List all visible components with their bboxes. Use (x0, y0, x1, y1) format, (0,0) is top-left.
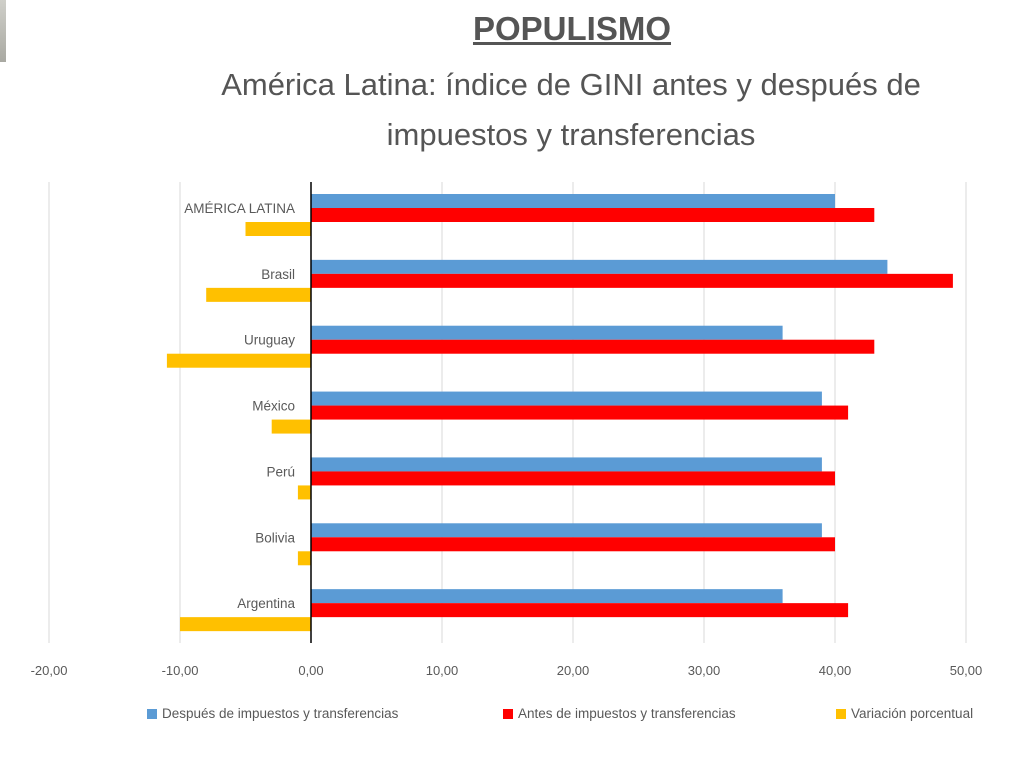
legend-item-despues: Después de impuestos y transferencias (147, 706, 398, 721)
chart-subtitle: América Latina: índice de GINI antes y d… (221, 67, 921, 152)
bar-variacion (166, 353, 311, 368)
x-tick-label: 40,00 (819, 663, 852, 678)
x-tick-label: -10,00 (162, 663, 199, 678)
bar-antes (311, 208, 875, 222)
bar-despues (311, 457, 822, 472)
legend-swatch-despues (147, 708, 157, 719)
x-tick-label: 10,00 (426, 663, 459, 678)
category-label: Perú (266, 464, 295, 479)
x-tick-label: 0,00 (298, 663, 323, 678)
bars (166, 194, 953, 632)
chart-title: POPULISMO (472, 10, 672, 47)
category-label: México (252, 399, 295, 414)
category-label: Brasil (261, 267, 295, 282)
bar-variacion (206, 287, 311, 302)
x-tick-label: 20,00 (557, 663, 590, 678)
bar-antes (311, 537, 835, 552)
bar-variacion (245, 222, 311, 236)
category-labels: AMÉRICA LATINA Brasil Uruguay México Perú Bol… (184, 201, 295, 611)
legend-label-despues: Después de impuestos y transferencias (162, 706, 399, 721)
bar-despues (311, 325, 783, 340)
bar-antes (311, 405, 849, 420)
bar-variacion (297, 551, 311, 566)
legend-swatch-variacion (836, 708, 846, 719)
bar-despues (311, 259, 888, 274)
legend-label-antes: Antes de impuestos y transferencias (518, 706, 736, 721)
bar-despues (311, 589, 783, 604)
bar-chart: AMÉRICA LATINA Brasil Uruguay México Perú Bol… (31, 182, 983, 678)
legend-item-variacion: Variación porcentual (836, 706, 973, 721)
category-label: Argentina (237, 596, 295, 611)
bar-antes (311, 603, 849, 618)
legend-item-antes: Antes de impuestos y transferencias (503, 706, 736, 721)
legend-swatch-antes (503, 708, 513, 719)
bar-variacion (297, 485, 311, 500)
bar-antes (311, 273, 953, 288)
bar-antes (311, 339, 875, 354)
bar-despues (311, 194, 835, 208)
category-label: AMÉRICA LATINA (184, 201, 295, 216)
bar-variacion (180, 617, 311, 632)
x-tick-labels: -20,00 -10,00 0,00 10,00 20,00 30,00 40,00 50,0… (31, 663, 983, 678)
bar-antes (311, 471, 835, 486)
x-tick-label: 30,00 (688, 663, 721, 678)
bar-despues (311, 523, 822, 538)
bar-variacion (271, 419, 311, 434)
x-tick-label: -20,00 (31, 663, 68, 678)
x-tick-label: 50,00 (950, 663, 983, 678)
bar-despues (311, 391, 822, 406)
legend-label-variacion: Variación porcentual (851, 706, 974, 721)
corner-decoration (0, 0, 6, 62)
category-label: Uruguay (244, 333, 295, 348)
legend: Después de impuestos y transferencias An… (0, 706, 1024, 728)
category-label: Bolivia (255, 530, 295, 545)
